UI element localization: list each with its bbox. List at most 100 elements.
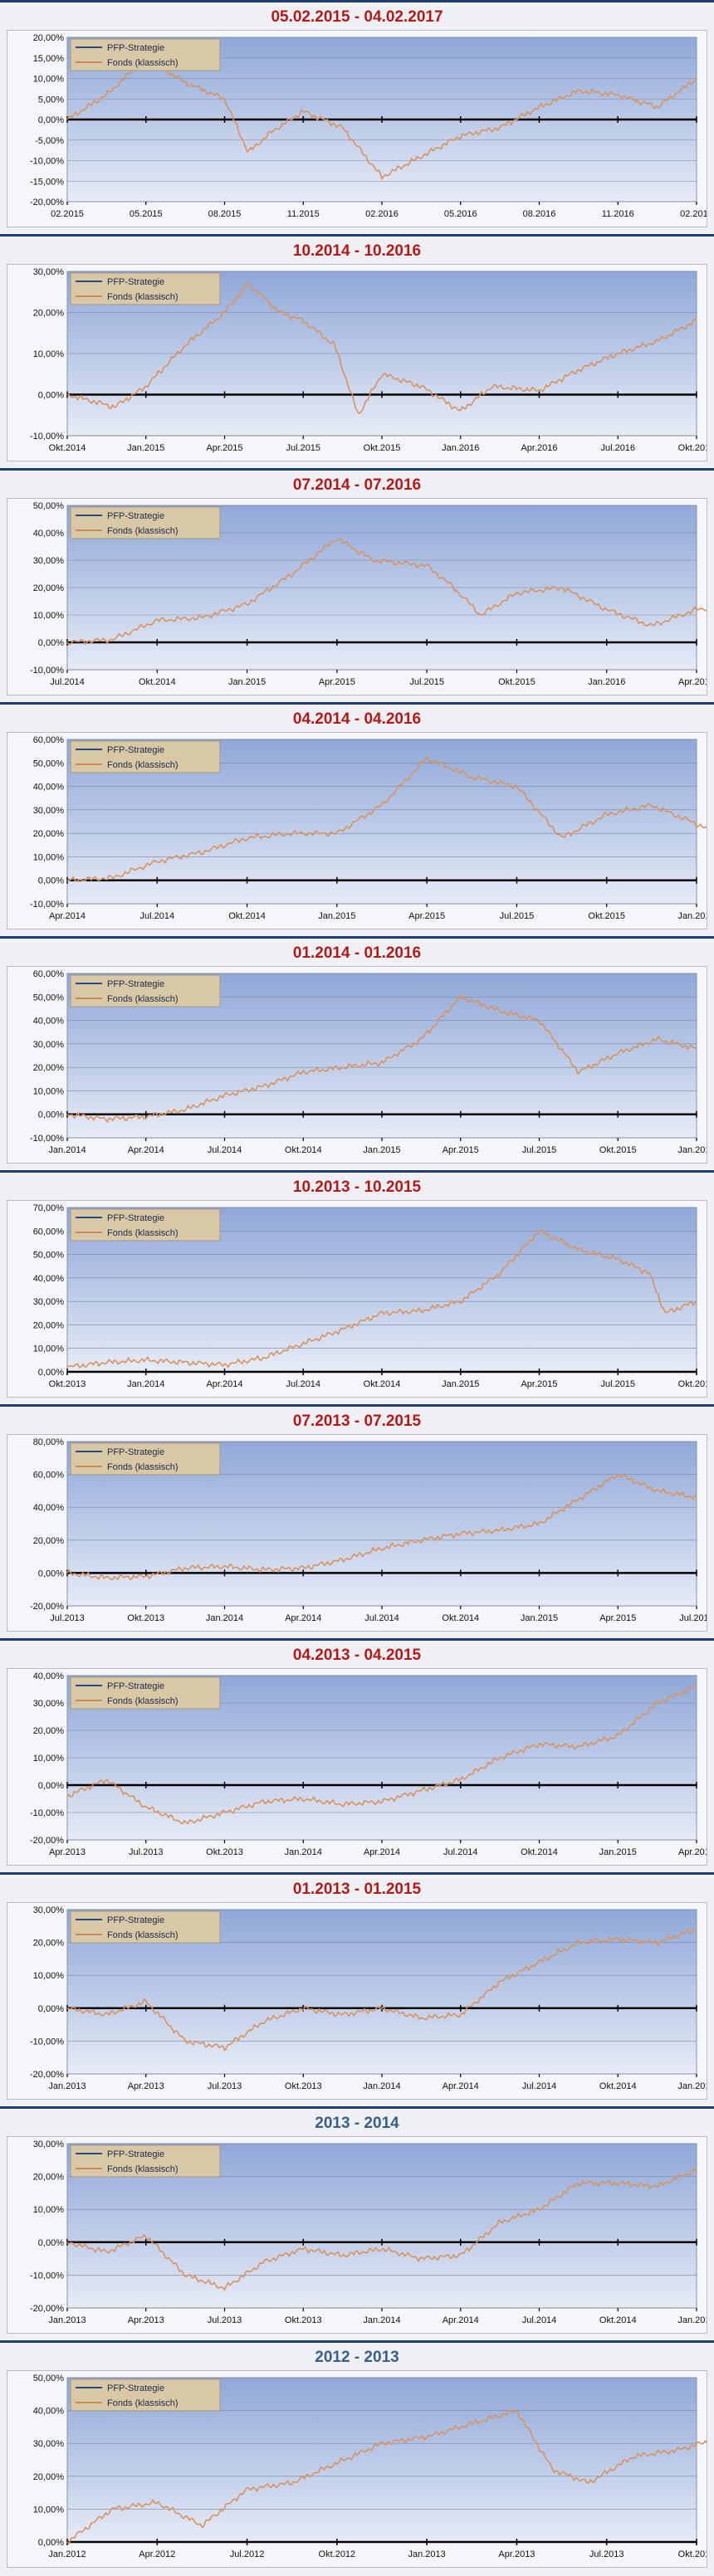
y-tick-label: 60,00% [33,1227,65,1237]
legend-label-fund: Fonds (klassisch) [107,292,178,302]
y-tick-label: 0,00% [38,1781,64,1791]
y-tick-label: 60,00% [33,735,65,745]
x-tick-label: Jul.2012 [230,2549,265,2559]
legend-label-strategy: PFP-Strategie [107,745,164,755]
chart-frame: 40,00% 30,00% 20,00% 10,00% 0,00% -10,00% -20,… [7,1668,707,1866]
x-tick-label: Jul.2013 [50,1613,85,1623]
x-tick-label: 02.2016 [365,209,399,219]
x-tick-label: Jul.2015 [286,443,320,453]
x-tick-label: Apr.2013 [49,1847,86,1857]
x-tick-label: Jul.2014 [286,1379,320,1389]
section-divider [0,0,714,2]
legend: PFP-Strategie Fonds (klassisch) [70,974,221,1007]
y-tick-label: 30,00% [33,2139,65,2149]
y-tick-label: 20,00% [33,1320,65,1330]
x-tick-label: Jan.2014 [127,1379,164,1389]
legend-label-strategy: PFP-Strategie [107,1447,164,1457]
x-tick-label: Okt.2013 [127,1613,164,1623]
y-tick-label: 20,00% [33,1536,65,1546]
legend-label-fund: Fonds (klassisch) [107,526,178,536]
y-tick-label: 40,00% [33,1671,65,1681]
x-tick-label: Jan.2015 [363,1145,400,1155]
x-tick-label: Jan.2015 [442,1379,479,1389]
y-tick-label: 40,00% [33,1017,65,1027]
legend-box [70,2378,221,2412]
x-tick-label: Jan.2015 [599,1847,637,1857]
section-divider [0,2340,714,2343]
x-tick-label: Okt.2013 [285,2081,322,2091]
chart-panel: 04.2013 - 04.2015 40,00% 30,00% 20,00% 10,00… [0,1638,714,1872]
y-tick-label: 20,00% [33,1063,65,1073]
section-divider [0,468,714,471]
x-tick-label: Jul.2015 [679,1613,707,1623]
y-tick-label: 20,00% [33,1726,65,1736]
y-tick-label: 40,00% [33,2407,65,2417]
y-tick-label: 0,00% [38,2238,64,2248]
x-tick-label: Okt.2014 [228,911,266,921]
chart-panel: 07.2014 - 07.2016 50,00% 40,00% 30,00% 20,00… [0,468,714,702]
x-tick-label: Okt.2014 [364,1379,401,1389]
y-tick-label: -10,00% [30,666,64,676]
y-tick-label: 0,00% [38,115,64,125]
legend-box [70,272,221,305]
y-tick-label: 30,00% [33,1905,65,1915]
series-line-fonds-shadow [66,1230,697,1368]
y-tick-label: 30,00% [33,1040,65,1050]
legend-label-fund: Fonds (klassisch) [107,58,178,68]
chart-svg: 40,00% 30,00% 20,00% 10,00% 0,00% -10,00% -20,… [30,1671,707,1857]
chart-svg: 20,00% 15,00% 10,00% 5,00% 0,00% -5,00% -10,00… [30,33,707,219]
x-tick-label: Apr.2015 [599,1613,636,1623]
series-line-fonds-shadow [66,283,697,414]
x-tick-label: Apr.2014 [49,911,86,921]
chart-panel: 01.2013 - 01.2015 30,00% 20,00% 10,00% 0,00%… [0,1872,714,2106]
y-tick-label: -10,00% [30,1808,64,1818]
y-tick-label: 60,00% [33,969,65,979]
x-tick-label: Apr.2015 [678,1847,707,1857]
chart-frame: 30,00% 20,00% 10,00% 0,00% -10,00% Okt.2014 Ja… [7,264,707,461]
y-tick-label: 20,00% [33,1939,65,1949]
x-tick-label: Jul.2014 [208,1145,242,1155]
section-divider [0,234,714,237]
y-tick-label: 40,00% [33,1274,65,1284]
series-line-fonds-shadow [66,1685,697,1824]
series-line-fonds-shadow [66,2409,707,2544]
y-tick-label: -10,00% [30,2271,64,2281]
x-tick-label: Jan.2013 [48,2315,86,2325]
section-divider [0,1170,714,1173]
chart-panel: 10.2014 - 10.2016 30,00% 20,00% 10,00% 0,00%… [0,234,714,468]
series-line-fonds-shadow [66,55,697,180]
x-tick-label: Jan.2012 [48,2549,86,2559]
x-tick-label: Jan.2015 [228,677,266,687]
chart-title: 10.2013 - 10.2015 [292,1178,422,1196]
y-tick-label: -10,00% [30,2037,64,2047]
x-tick-label: Jul.2013 [589,2549,624,2559]
x-tick-label: Apr.2014 [285,1613,321,1623]
x-tick-label: Okt.2013 [206,1847,243,1857]
legend-label-fund: Fonds (klassisch) [107,1228,178,1238]
y-tick-label: 10,00% [33,611,65,621]
chart-svg: 50,00%40,00%30,00%20,00%10,00%0,00%Jan.2… [33,2374,707,2559]
y-tick-label: -5,00% [35,136,64,146]
x-tick-label: Jan.2016 [677,1145,707,1155]
y-tick-label: 10,00% [33,1754,65,1764]
x-tick-label: Jan.2013 [48,2081,86,2091]
x-tick-label: Okt.2016 [678,443,707,453]
legend-label-fund: Fonds (klassisch) [107,760,178,770]
x-tick-label: Jan.2015 [318,911,355,921]
section-divider [0,936,714,939]
legend-box [70,1676,221,1710]
y-tick-label: 10,00% [33,349,65,359]
x-tick-label: Okt.2014 [285,1145,322,1155]
y-tick-label: -15,00% [30,177,64,187]
x-tick-label: Jan.2014 [363,2315,400,2325]
x-tick-label: Okt.2015 [678,1379,707,1389]
y-tick-label: 40,00% [33,783,65,793]
legend-label-fund: Fonds (klassisch) [107,1696,178,1706]
x-tick-label: Jan.2016 [588,677,625,687]
series-line-fonds-shadow [66,539,707,646]
legend-label-fund: Fonds (klassisch) [107,1462,178,1472]
chart-panel: 10.2013 - 10.2015 70,00% 60,00% 50,00% 40,00… [0,1170,714,1404]
y-tick-label: -10,00% [30,157,64,167]
x-tick-label: Okt.2012 [319,2549,356,2559]
y-tick-label: 30,00% [33,2439,65,2449]
